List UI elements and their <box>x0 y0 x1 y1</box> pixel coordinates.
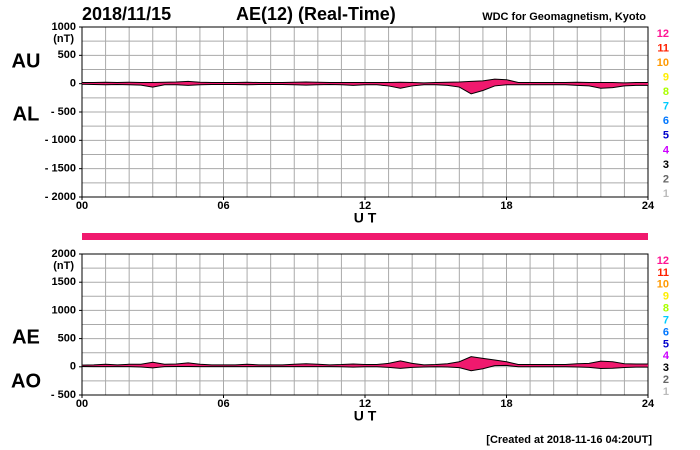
legend-label: 1 <box>663 188 669 200</box>
legend-label: 4 <box>663 144 670 156</box>
y-tick-label: 1000 <box>52 304 76 316</box>
y-tick-label: - 1000 <box>45 134 76 146</box>
legend-label: 10 <box>657 57 669 69</box>
y-tick-label: - 1500 <box>45 163 76 175</box>
unit-label: (nT) <box>53 33 74 45</box>
series-line <box>81 364 648 372</box>
y-tick-label: 0 <box>70 78 76 90</box>
x-tick-label: 18 <box>500 398 512 410</box>
legend-label: 10 <box>657 279 669 291</box>
legend-label: 5 <box>663 338 669 350</box>
legend-label: 5 <box>663 130 669 142</box>
series-name: AE <box>12 326 40 348</box>
legend-label: 12 <box>657 255 669 267</box>
x-tick-label: 18 <box>500 200 512 212</box>
unit-label: (nT) <box>53 260 74 272</box>
y-tick-label: - 2000 <box>45 191 76 203</box>
date: 2018/11/15 <box>82 4 171 24</box>
x-tick-label: 24 <box>642 200 655 212</box>
legend-label: 11 <box>657 42 669 54</box>
legend-label: 12 <box>657 28 669 40</box>
y-tick-label: 500 <box>58 49 76 61</box>
y-tick-label: 1500 <box>52 276 76 288</box>
x-axis-label: U T <box>354 408 377 424</box>
legend-label: 6 <box>663 326 669 338</box>
legend-label: 6 <box>663 115 669 127</box>
separator-bar <box>82 233 648 240</box>
legend-label: 8 <box>663 303 669 315</box>
y-tick-label: 1000 <box>52 21 76 33</box>
x-tick-label: 24 <box>642 398 655 410</box>
series-name: AU <box>12 50 41 72</box>
source: WDC for Geomagnetism, Kyoto <box>482 11 646 23</box>
legend-label: 2 <box>663 173 669 185</box>
x-axis-label: U T <box>354 210 377 226</box>
legend-label: 7 <box>663 101 669 113</box>
title: AE(12) (Real-Time) <box>236 4 396 24</box>
y-tick-label: 500 <box>58 333 76 345</box>
legend-label: 3 <box>663 362 669 374</box>
legend-label: 9 <box>663 72 669 84</box>
legend-label: 3 <box>663 159 669 171</box>
y-tick-label: - 500 <box>51 389 76 401</box>
legend-label: 9 <box>663 291 669 303</box>
x-tick-label: 00 <box>76 398 88 410</box>
x-tick-label: 00 <box>76 200 88 212</box>
x-tick-label: 12 <box>359 398 371 410</box>
y-tick-label: 2000 <box>52 248 76 260</box>
legend-label: 7 <box>663 314 669 326</box>
y-tick-label: - 500 <box>51 106 76 118</box>
legend-label: 8 <box>663 86 669 98</box>
series-line <box>82 78 648 84</box>
series-name: AO <box>11 370 41 392</box>
legend-label: 4 <box>663 350 670 362</box>
x-tick-label: 12 <box>359 200 371 212</box>
series-line <box>81 356 648 366</box>
x-tick-label: 06 <box>217 200 229 212</box>
series-line <box>81 83 648 95</box>
legend-label: 1 <box>663 386 669 398</box>
footer: [Created at 2018-11-16 04:20UT] <box>486 434 652 446</box>
series-name: AL <box>13 103 40 125</box>
y-tick-label: 0 <box>70 361 76 373</box>
legend-label: 11 <box>657 267 669 279</box>
x-tick-label: 06 <box>217 398 229 410</box>
legend-label: 2 <box>663 374 669 386</box>
